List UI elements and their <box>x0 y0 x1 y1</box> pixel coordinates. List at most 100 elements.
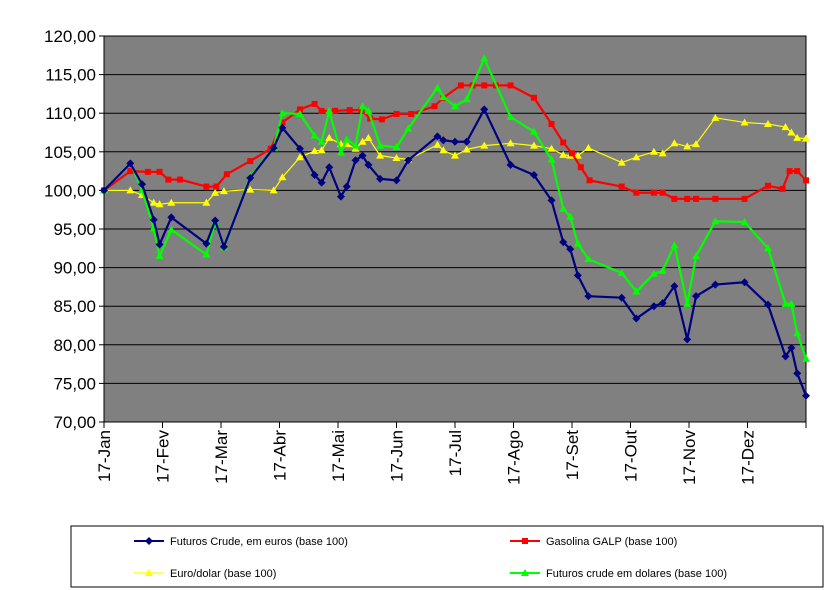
data-point <box>584 255 593 263</box>
data-point <box>787 128 796 136</box>
data-point <box>802 354 810 362</box>
data-point <box>573 271 582 280</box>
data-point <box>364 133 373 141</box>
data-point <box>802 134 810 142</box>
data-point <box>740 278 749 287</box>
data-point <box>566 245 575 254</box>
data-point <box>658 149 667 157</box>
data-point <box>506 160 515 169</box>
data-point <box>351 156 360 165</box>
y-tick-label: 110,00 <box>45 104 96 123</box>
data-point <box>167 213 176 222</box>
y-tick-label: 90,00 <box>53 259 96 278</box>
data-point <box>693 195 700 202</box>
data-point <box>584 143 593 151</box>
x-tick-label: 17-Jun <box>388 430 407 482</box>
data-point <box>451 102 459 110</box>
data-point <box>202 250 211 258</box>
data-point <box>779 185 786 192</box>
data-point <box>781 123 790 131</box>
data-point <box>279 119 286 126</box>
data-point <box>506 139 515 147</box>
data-point <box>311 100 318 107</box>
data-point <box>392 176 401 185</box>
data-point <box>336 192 345 201</box>
data-point <box>351 141 360 149</box>
data-point <box>560 139 567 146</box>
data-point <box>317 178 326 187</box>
y-tick-label: 95,00 <box>53 220 96 239</box>
data-point <box>202 239 211 248</box>
data-point <box>392 153 401 161</box>
series-1 <box>101 82 809 202</box>
data-point <box>295 153 304 161</box>
data-point <box>802 391 810 400</box>
data-point <box>573 151 582 159</box>
data-point <box>617 269 626 277</box>
data-point <box>155 200 164 208</box>
y-tick-label: 120,00 <box>44 27 96 46</box>
data-point <box>462 137 471 146</box>
data-point <box>439 92 448 100</box>
data-point <box>547 155 556 163</box>
y-tick-label: 100,00 <box>44 181 96 200</box>
data-point <box>126 159 135 168</box>
data-point <box>439 136 448 145</box>
data-point <box>336 148 345 156</box>
data-point <box>659 189 666 196</box>
data-point <box>457 82 464 89</box>
data-point <box>269 143 278 152</box>
data-point <box>559 238 568 247</box>
data-point <box>318 107 325 114</box>
data-point <box>794 168 801 175</box>
data-point <box>219 242 228 251</box>
data-point <box>364 106 373 114</box>
x-tick-label: 17-Ago <box>505 430 524 485</box>
data-point <box>358 137 367 145</box>
data-point <box>462 95 471 103</box>
data-point <box>317 137 326 145</box>
data-point <box>317 146 326 154</box>
data-point <box>670 139 679 147</box>
x-tick-label: 17-Jul <box>446 430 465 476</box>
data-point <box>149 215 158 224</box>
data-point <box>787 299 796 307</box>
data-point <box>692 252 701 260</box>
data-point <box>569 150 575 157</box>
data-point <box>559 150 568 158</box>
data-point <box>632 314 641 323</box>
data-point <box>203 183 210 190</box>
legend-entry: Gasolina GALP (base 100) <box>510 536 677 548</box>
data-point <box>548 121 555 128</box>
data-point <box>586 177 593 184</box>
legend-label: Gasolina GALP (base 100) <box>546 536 677 548</box>
series-layer <box>100 54 810 400</box>
data-point <box>692 292 701 301</box>
x-tick-label: 17-Dez <box>739 430 758 485</box>
legend: Futuros Crude, em euros (base 100) Gasoli… <box>134 536 727 580</box>
data-point <box>433 83 442 91</box>
data-point <box>247 158 254 165</box>
data-point <box>781 352 790 361</box>
data-point <box>793 133 802 141</box>
data-point <box>711 113 720 121</box>
data-point <box>404 156 413 165</box>
x-tick-label: 17-Mai <box>329 430 348 482</box>
data-point <box>480 105 489 114</box>
x-tick-label: 17-Abr <box>271 430 290 481</box>
data-point <box>618 183 625 190</box>
data-point <box>566 212 575 220</box>
data-point <box>364 160 373 169</box>
data-point <box>633 189 640 196</box>
data-point <box>310 147 319 155</box>
x-tick-label: 17-Nov <box>680 430 699 485</box>
data-point <box>763 300 772 309</box>
data-point <box>584 292 593 301</box>
x-tick-label: 17-Fev <box>154 430 173 483</box>
data-point <box>480 141 489 149</box>
data-point <box>378 116 385 123</box>
data-point <box>506 113 515 121</box>
x-tick-label: 17-Out <box>622 430 641 482</box>
y-tick-label: 70,00 <box>53 413 96 432</box>
